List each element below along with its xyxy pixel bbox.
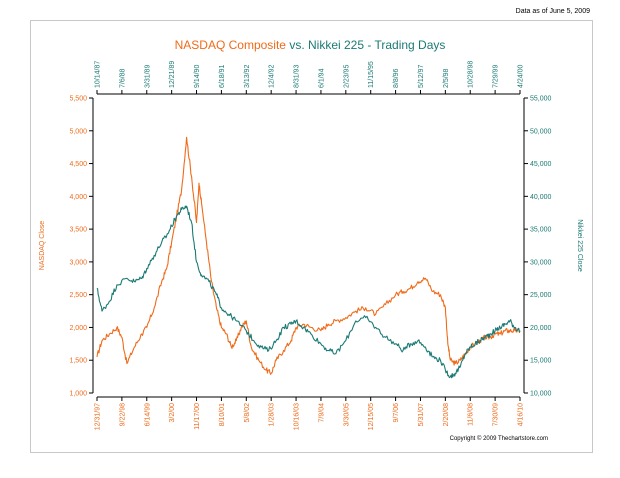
left-y-tick-label: 3,000: [69, 259, 87, 266]
right-y-tick-label: 30,000: [530, 259, 552, 266]
top-x-tick-label: 12/21/89: [169, 61, 176, 88]
left-y-tick-label: 4,000: [69, 194, 87, 201]
top-x-tick-label: 11/15/95: [368, 61, 375, 88]
top-x-tick-label: 7/29/99: [493, 65, 500, 88]
bottom-x-tick-label: 7/30/09: [493, 403, 500, 426]
bottom-x-tick-label: 9/22/98: [119, 403, 126, 426]
top-x-tick-label: 8/31/93: [294, 65, 301, 88]
left-y-axis-title: NASDAQ Close: [39, 221, 46, 271]
top-x-tick-label: 2/23/95: [343, 65, 350, 88]
bottom-x-tick-label: 4/16/10: [518, 403, 525, 426]
right-y-axis-title: Nikkei 225 Close: [576, 219, 583, 272]
bottom-x-tick-label: 7/9/04: [318, 403, 325, 423]
right-y-tick-label: 40,000: [530, 194, 552, 201]
top-x-tick-label: 10/28/98: [468, 61, 475, 88]
title-nikkei: vs. Nikkei 225 - Trading Days: [289, 38, 446, 52]
bottom-x-tick-label: 2/20/08: [443, 403, 450, 426]
bottom-x-tick-label: 1/28/03: [269, 403, 276, 426]
left-y-tick-label: 5,500: [69, 96, 87, 103]
bottom-x-tick-label: 12/15/05: [368, 403, 375, 430]
bottom-x-tick-label: 11/6/08: [468, 403, 475, 426]
top-x-tick-label: 8/8/96: [393, 68, 400, 88]
right-y-tick-label: 55,000: [530, 96, 552, 103]
top-x-tick-label: 3/31/89: [144, 65, 151, 88]
right-y-tick-label: 10,000: [530, 391, 552, 398]
nikkei-line: [96, 205, 521, 379]
top-x-tick-label: 3/13/92: [244, 65, 251, 88]
left-y-tick-label: 3,500: [69, 227, 87, 234]
left-y-tick-label: 1,000: [69, 391, 87, 398]
right-y-tick-label: 35,000: [530, 227, 552, 234]
top-x-tick-label: 6/1/94: [318, 68, 325, 88]
top-x-tick-label: 9/14/90: [194, 65, 201, 88]
top-x-tick-label: 7/6/88: [119, 68, 126, 88]
left-y-tick-label: 2,500: [69, 292, 87, 299]
right-y-tick-label: 20,000: [530, 325, 552, 332]
bottom-x-tick-label: 12/31/97: [95, 403, 102, 430]
left-y-tick-label: 2,000: [69, 325, 87, 332]
left-y-tick-label: 1,500: [69, 358, 87, 365]
copyright-notice: Copyright © 2009 Thechartstore.com: [449, 436, 548, 442]
bottom-x-tick-label: 3/30/05: [343, 403, 350, 426]
top-x-tick-label: 6/18/91: [219, 65, 226, 88]
nasdaq-line: [96, 136, 521, 375]
top-x-tick-label: 5/12/97: [418, 65, 425, 88]
bottom-x-tick-label: 5/8/02: [244, 403, 251, 423]
top-x-tick-label: 12/4/92: [269, 65, 276, 88]
bottom-x-tick-label: 9/7/06: [393, 403, 400, 423]
bottom-x-tick-label: 10/16/03: [294, 403, 301, 430]
left-y-tick-label: 5,000: [69, 128, 87, 135]
bottom-x-tick-label: 3/2/00: [169, 403, 176, 423]
right-y-tick-label: 25,000: [530, 292, 552, 299]
bottom-x-tick-label: 11/17/00: [194, 403, 201, 430]
right-y-tick-label: 15,000: [530, 358, 552, 365]
right-y-tick-label: 45,000: [530, 161, 552, 168]
top-x-tick-label: 10/14/87: [95, 61, 102, 88]
left-y-tick-label: 4,500: [69, 161, 87, 168]
bottom-x-tick-label: 8/10/01: [219, 403, 226, 426]
bottom-x-tick-label: 5/31/07: [418, 403, 425, 426]
top-x-tick-label: 4/24/00: [518, 65, 525, 88]
chart-title: NASDAQ Composite vs. Nikkei 225 - Tradin…: [0, 38, 620, 52]
top-x-tick-label: 2/5/98: [443, 68, 450, 88]
as-of-date: Data as of June 5, 2009: [515, 8, 590, 15]
title-nasdaq: NASDAQ Composite: [174, 38, 286, 52]
right-y-tick-label: 50,000: [530, 128, 552, 135]
chart-frame: [30, 20, 593, 453]
bottom-x-tick-label: 6/14/99: [144, 403, 151, 426]
